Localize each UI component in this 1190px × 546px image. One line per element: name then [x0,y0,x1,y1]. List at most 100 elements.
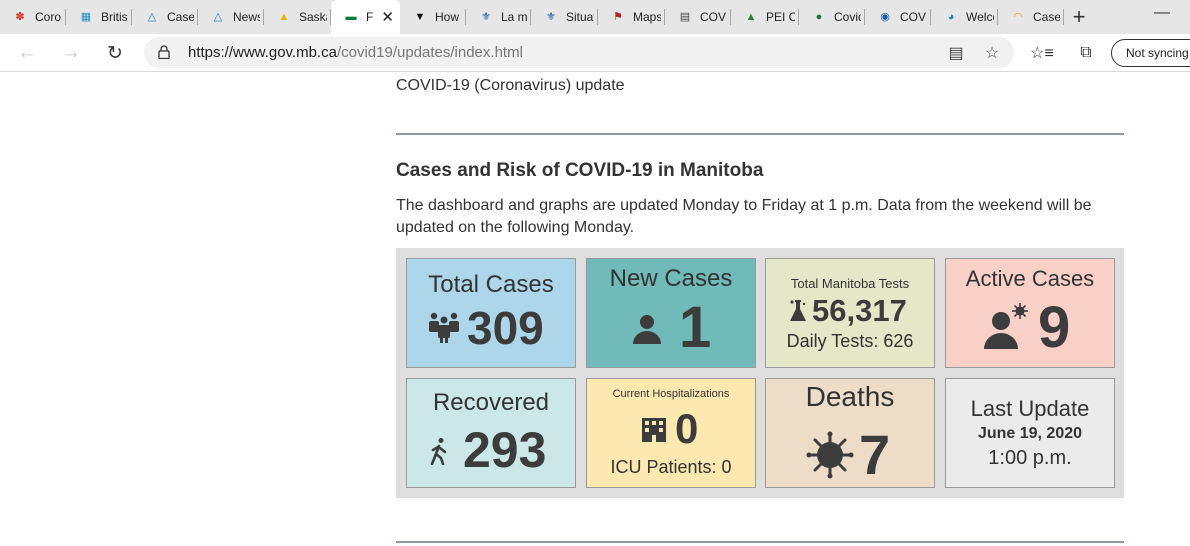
forward-button[interactable]: → [61,42,81,63]
browser-tab[interactable]: △ News [198,0,264,34]
ontario-icon: ▼ [414,10,426,23]
nb-icon: ⚑ [613,10,623,23]
last-update-time: 1:00 p.m. [988,447,1072,469]
quebec-icon: ⚜ [481,10,491,23]
deaths-card: Deaths 7 [765,378,935,488]
browser-tab[interactable]: ⚑ Maps [598,0,665,34]
browser-tab[interactable]: △ Cases [132,0,198,34]
tab-label: Covid [834,10,861,24]
browser-tab[interactable]: ◠ Case [998,0,1064,34]
tab-label: COVI [700,10,727,24]
new-cases-value: 1 [679,295,712,360]
saskatchewan-icon: ▲ [278,10,290,23]
read-aloud-icon[interactable]: ▤ [948,45,964,62]
tab-label: Britisl [101,10,128,24]
deaths-value: 7 [859,423,891,486]
collections-icon[interactable]: ⧉ [1080,44,1092,61]
divider [396,541,1124,543]
last-update-label: Last Update [970,396,1090,421]
active-cases-value: 9 [1038,295,1071,360]
browser-tab[interactable]: ◕ Welco [931,0,998,34]
person-virus-icon [984,303,1028,349]
tests-label: Total Manitoba Tests [790,276,910,291]
tab-label: COVI [900,10,927,24]
profile-sync-button[interactable]: Not syncing [1111,39,1190,67]
nl-icon: ● [815,10,823,23]
browser-tab[interactable]: ▲ PEI C [731,0,799,34]
total-cases-value: 309 [467,302,544,354]
browser-tab[interactable]: ⚜ Situat [531,0,598,34]
hospitalizations-label: Current Hospitalizations [612,388,730,400]
window-minimize-button[interactable]: — [1154,4,1170,21]
last-update-date: June 19, 2020 [977,425,1083,442]
total-cases-card: Total Cases 309 [406,258,576,368]
tab-label: La ma [501,10,527,24]
tab-label: Coro [35,10,62,24]
new-tab-button[interactable]: + [1072,4,1086,29]
browser-tab[interactable]: ▲ Saska [264,0,331,34]
url-text: https://www.gov.mb.ca/covid19/updates/in… [188,44,523,61]
divider [396,133,1124,135]
browser-tab[interactable]: ▼ How [400,0,466,34]
browser-tab[interactable]: ▤ COVI [665,0,731,34]
nunavut-icon: ◠ [1013,10,1023,23]
yukon-icon: ◉ [880,10,890,23]
tab-label: PEI C [766,10,795,24]
tab-label: Maps [633,10,661,24]
url-host: https://www.gov.mb.ca [188,44,337,61]
section-description: The dashboard and graphs are updated Mon… [396,197,1092,236]
hospitalizations-card: Current Hospitalizations 0 ICU Patients:… [586,378,756,488]
close-tab-icon[interactable]: ✕ [381,9,394,26]
active-cases-card: Active Cases 9 [945,258,1115,368]
hospitalizations-value: 0 [675,405,699,452]
refresh-button[interactable]: ↻ [107,42,123,64]
active-cases-label: Active Cases [965,266,1095,291]
tests-value: 56,317 [812,293,907,328]
browser-tab[interactable]: ◉ COVI [865,0,931,34]
people-icon [429,312,459,343]
person-icon [633,315,661,344]
section-heading: Cases and Risk of COVID-19 in Manitoba [396,160,764,181]
address-bar-row: ← → ↻ https://www.gov.mb.ca/covid19/upda… [0,34,1190,72]
alberta-icon: △ [147,10,157,23]
back-button[interactable]: ← [17,42,37,63]
maple-leaf-icon: ✽ [15,10,25,23]
walking-person-icon [430,438,447,465]
quebec-icon: ⚜ [546,10,556,23]
favorites-list-icon[interactable]: ☆≡ [1030,45,1054,62]
tab-strip: ✽ Coro ▦ Britisl △ Cases △ News ▲ Saska ▬ F ✕ ▼ How ⚜ La… [0,0,1190,34]
recovered-card: Recovered 293 [406,378,576,488]
browser-tab[interactable]: ▦ Britisl [66,0,132,34]
tab-label: Case [1033,10,1060,24]
covid-dashboard: Total Cases 309 New Cases 1 Total Manito… [396,248,1124,498]
bc-icon: ▦ [80,10,92,23]
icu-patients-label: ICU Patients: 0 [610,457,732,477]
alberta-icon: △ [213,10,223,23]
recovered-value: 293 [463,422,547,478]
browser-tab[interactable]: ● Covid [799,0,865,34]
url-path: /covid19/updates/index.html [336,44,523,61]
browser-tab[interactable]: ▬ F ✕ [331,0,400,34]
daily-tests-label: Daily Tests: 626 [786,331,914,351]
favorite-star-icon[interactable]: ☆ [984,45,1000,62]
pei-icon: ▲ [745,10,757,23]
lock-icon [158,45,170,59]
tab-label: F [366,10,374,24]
tests-card: Total Manitoba Tests 56,317 Daily Tests:… [765,258,935,368]
browser-tab[interactable]: ✽ Coro [0,0,66,34]
tab-label: Welco [966,10,994,24]
address-input[interactable]: https://www.gov.mb.ca/covid19/updates/in… [144,37,1014,68]
page-intro: COVID-19 (Coronavirus) update [396,77,625,94]
deaths-label: Deaths [805,381,895,412]
new-cases-label: New Cases [609,265,733,292]
hospital-building-icon [642,418,666,442]
ns-icon: ▤ [679,10,691,23]
new-cases-card: New Cases 1 [586,258,756,368]
recovered-label: Recovered [432,389,550,416]
virus-icon [806,431,854,479]
browser-tab[interactable]: ⚜ La ma [466,0,531,34]
manitoba-icon: ▬ [345,10,357,23]
nwt-icon: ◕ [947,10,955,23]
last-update-card: Last Update June 19, 2020 1:00 p.m. [945,378,1115,488]
tab-label: Saska [299,10,327,24]
